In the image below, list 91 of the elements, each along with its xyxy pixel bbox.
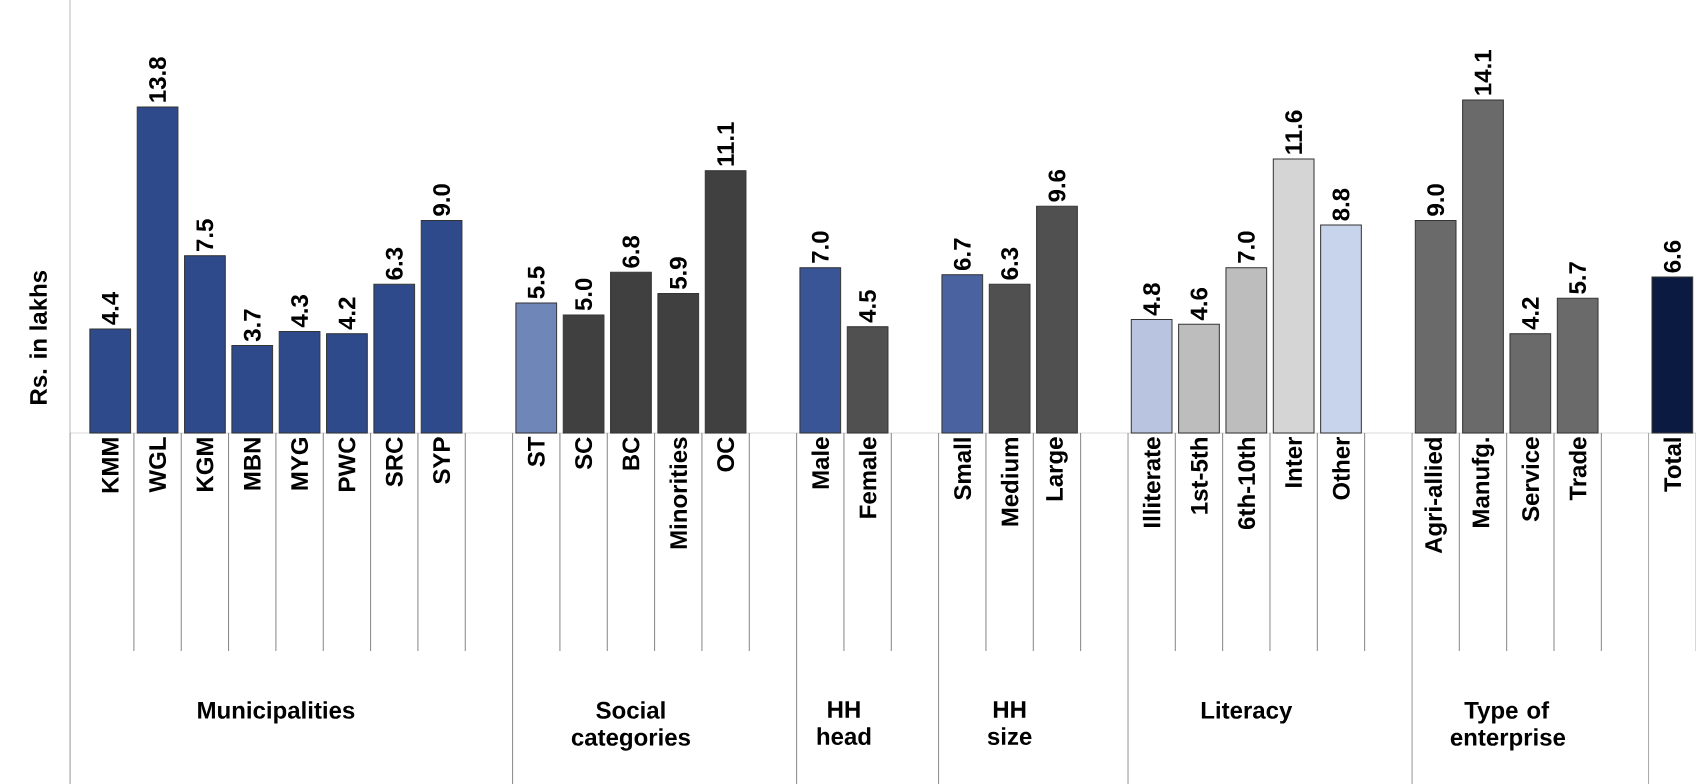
bar xyxy=(610,271,652,434)
data-label: 5.0 xyxy=(575,278,593,311)
text: HH head xyxy=(817,701,871,745)
x-tick-label: MYG xyxy=(291,438,309,490)
x-tick-label: Agri-allied xyxy=(1424,438,1447,554)
bar xyxy=(373,283,416,434)
data-label: 4.2 xyxy=(338,297,356,330)
x-tick-label: PWC xyxy=(338,437,356,491)
x-tick-label: ST xyxy=(527,436,545,467)
data-label: 11.1 xyxy=(717,122,734,166)
bar xyxy=(1414,219,1457,434)
x-tick-label: OC xyxy=(717,437,735,472)
data-label: 4.4 xyxy=(101,291,119,325)
bar xyxy=(941,274,984,434)
x-tick-label: Medium xyxy=(1000,438,1019,526)
data-label: 9.6 xyxy=(1048,169,1066,202)
x-tick-label: Illiterate xyxy=(1142,437,1161,527)
data-label: 6.3 xyxy=(1001,247,1019,280)
bar xyxy=(1225,267,1268,434)
x-tick-label: SC xyxy=(575,437,593,470)
bar xyxy=(1272,158,1315,434)
x-tick-label: SRC xyxy=(385,437,403,487)
bar xyxy=(846,326,889,434)
data-label: 4.6 xyxy=(1190,288,1208,321)
bar xyxy=(1556,297,1599,434)
bar xyxy=(988,283,1031,434)
x-tick-label: Female xyxy=(858,437,877,518)
data-label: 7.5 xyxy=(196,219,214,251)
x-tick-label: Minorities xyxy=(669,437,688,549)
bar xyxy=(278,330,321,434)
bar xyxy=(1320,224,1362,434)
y-axis-title: Rs. in lakhs xyxy=(29,270,47,404)
data-label: 5.7 xyxy=(1569,262,1587,294)
text: Social categories xyxy=(571,701,690,751)
bar xyxy=(1130,319,1173,434)
data-label: 7.0 xyxy=(811,231,829,263)
data-label: 4.2 xyxy=(1521,297,1539,330)
bar xyxy=(562,314,605,434)
bar xyxy=(420,219,463,434)
bar xyxy=(326,333,368,434)
x-tick-label: Large xyxy=(1046,437,1068,501)
x-tick-label: Service xyxy=(1521,437,1540,522)
bar xyxy=(1509,333,1552,434)
x-tick-label: 6th-10th xyxy=(1237,438,1256,529)
data-label: 4.5 xyxy=(859,290,876,323)
text: Municipalities xyxy=(198,701,355,724)
data-label: 5.5 xyxy=(527,266,545,299)
x-tick-label: 1st-5th xyxy=(1190,438,1208,514)
data-label: 6.7 xyxy=(953,238,971,271)
x-tick-label: SYP xyxy=(433,437,451,484)
x-tick-label: Male xyxy=(811,437,830,489)
data-label: 6.6 xyxy=(1663,240,1681,273)
bar xyxy=(1462,99,1504,434)
bar xyxy=(184,255,226,434)
bar xyxy=(799,267,842,434)
data-label: 3.7 xyxy=(243,309,261,342)
x-tick-label: WGL xyxy=(149,437,167,493)
text: HH size xyxy=(987,701,1032,745)
bar xyxy=(1036,205,1078,434)
text: Type of enterprise xyxy=(1450,701,1566,751)
bar xyxy=(704,170,747,434)
data-label: 8.8 xyxy=(1332,188,1350,221)
x-tick-label: Manufg. xyxy=(1471,438,1495,527)
data-label: 14.1 xyxy=(1474,50,1492,95)
data-label: 13.8 xyxy=(149,57,167,102)
data-label: 7.0 xyxy=(1237,231,1255,263)
text: Literacy xyxy=(1201,701,1293,724)
x-tick-label: Trade xyxy=(1568,437,1587,501)
bar xyxy=(1651,276,1694,434)
data-label: 4.3 xyxy=(291,295,309,328)
data-label: 5.9 xyxy=(669,257,687,290)
x-tick-label: Total xyxy=(1663,438,1682,492)
bar xyxy=(231,345,274,434)
bar xyxy=(657,293,700,434)
x-tick-label: KGM xyxy=(196,438,214,491)
x-tick-label: MBN xyxy=(243,438,261,490)
x-tick-label: Inter xyxy=(1285,436,1303,487)
bar xyxy=(89,328,132,434)
bar xyxy=(136,106,179,434)
x-tick-label: Small xyxy=(953,438,972,500)
x-tick-label: KMM xyxy=(101,438,119,493)
x-tick-label: Other xyxy=(1332,436,1350,500)
data-label: 6.3 xyxy=(385,247,403,280)
data-label: 11.6 xyxy=(1285,110,1303,154)
data-label: 6.8 xyxy=(622,235,640,268)
bar xyxy=(515,302,558,434)
data-label: 9.0 xyxy=(1427,184,1445,216)
data-label: 9.0 xyxy=(433,184,451,216)
data-label: 4.8 xyxy=(1143,283,1161,316)
x-tick-label: BC xyxy=(622,437,640,470)
bar xyxy=(1178,323,1220,434)
